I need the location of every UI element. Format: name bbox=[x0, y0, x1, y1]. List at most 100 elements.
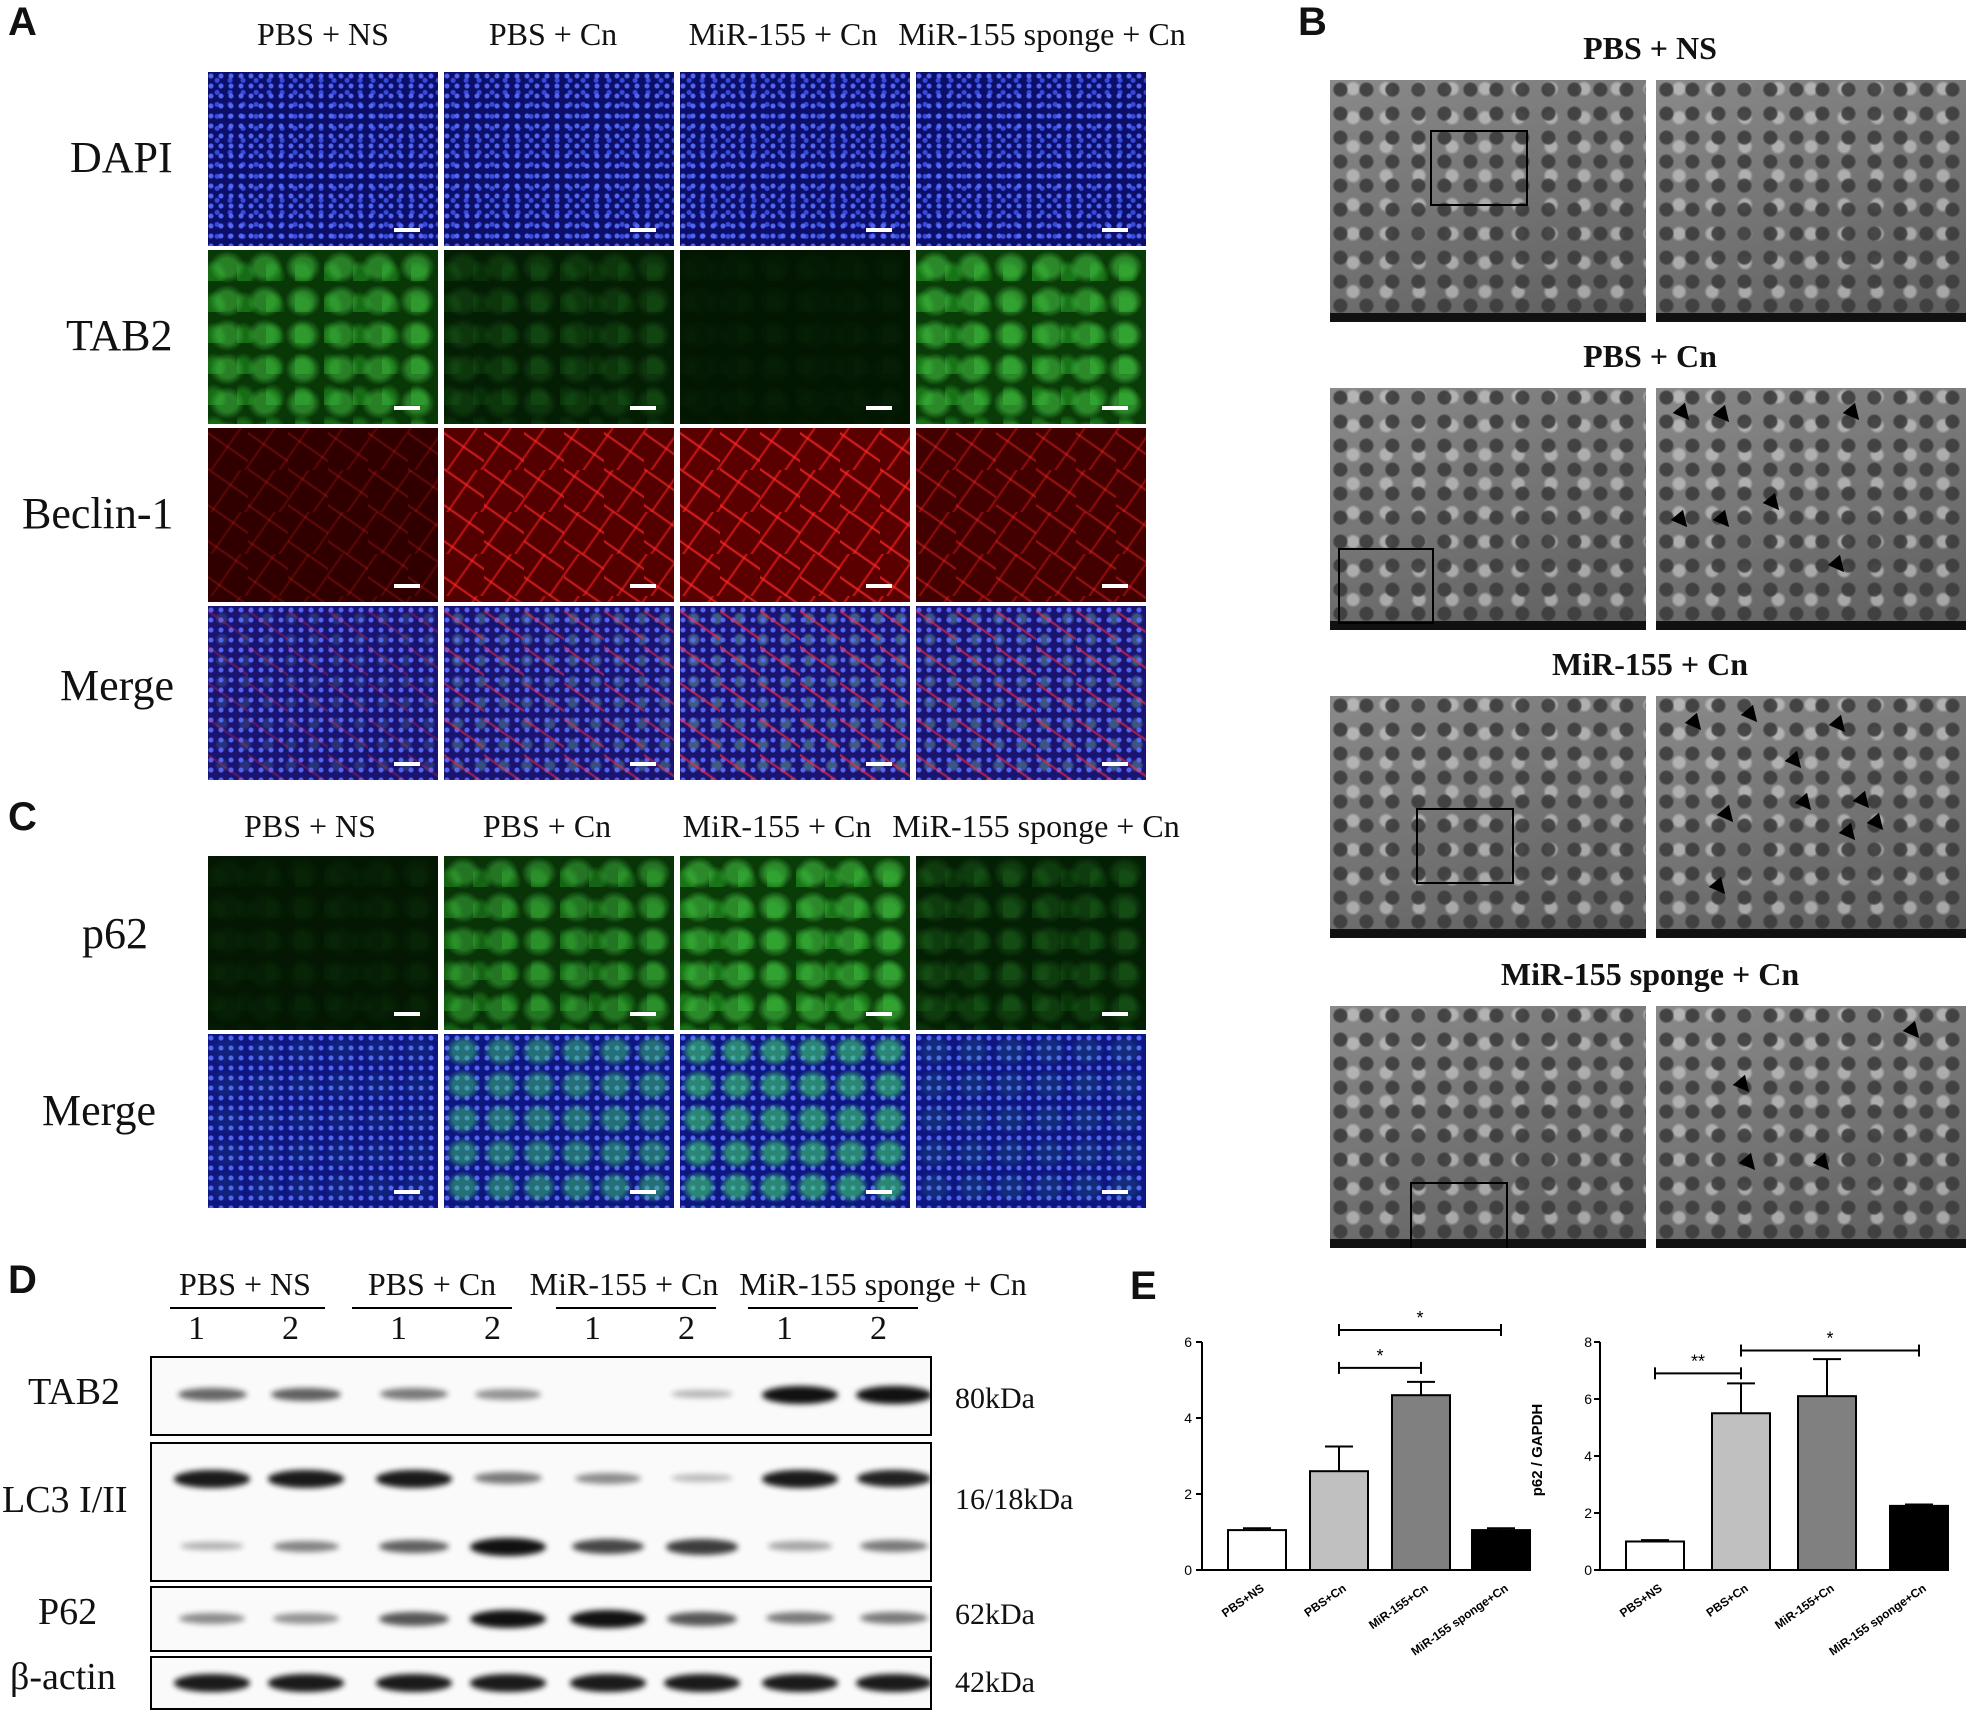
blot-band bbox=[665, 1539, 739, 1555]
autophagosome-arrow-icon bbox=[1866, 812, 1890, 836]
blot-band bbox=[574, 1472, 642, 1484]
lane-number: 1 bbox=[584, 1310, 601, 1347]
chart-2-x-tick-label: PBS+Cn bbox=[1704, 1581, 1751, 1620]
autophagosome-arrow-icon bbox=[1842, 402, 1866, 426]
chart-1-y-tick-label: 6 bbox=[1184, 1334, 1192, 1350]
blot-band bbox=[470, 1674, 546, 1692]
wb-size-lc3: 16/18kDa bbox=[955, 1483, 1074, 1516]
chart-2-x-tick-label: PBS+NS bbox=[1617, 1581, 1665, 1620]
scale-bar bbox=[1102, 762, 1128, 766]
scale-bar bbox=[630, 1012, 656, 1016]
panel-a-tile-r2-c4 bbox=[916, 250, 1146, 424]
tem-inset-box bbox=[1416, 808, 1514, 884]
wb-size-p62: 62kDa bbox=[955, 1598, 1035, 1631]
chart-2-y-label: p62 / GAPDH bbox=[1529, 1404, 1546, 1497]
blot-band bbox=[178, 1612, 246, 1624]
chart-1-sig-label-1: * bbox=[1376, 1346, 1383, 1366]
panel-label-a: A bbox=[8, 0, 37, 44]
panel-a-tile-r4-c3 bbox=[680, 606, 910, 780]
autophagosome-arrow-icon bbox=[1852, 790, 1876, 814]
panel-c-col-header-1: PBS + NS bbox=[244, 808, 376, 844]
chart-1-bar-2 bbox=[1309, 1470, 1369, 1571]
chart-1-x-tick-label: PBS+NS bbox=[1219, 1581, 1267, 1620]
autophagosome-arrow-icon bbox=[1712, 509, 1736, 533]
panel-c-tile-r1-c4 bbox=[916, 856, 1146, 1030]
panel-a-tile-r3-c2 bbox=[444, 428, 674, 602]
blot-band bbox=[767, 1541, 833, 1551]
scale-bar bbox=[630, 1190, 656, 1194]
panel-b-tem-image-r3-c2 bbox=[1656, 696, 1966, 938]
chart-2-y-tick-label: 4 bbox=[1584, 1448, 1592, 1464]
scale-bar bbox=[394, 1012, 420, 1016]
autophagosome-arrow-icon bbox=[1902, 1020, 1926, 1044]
blot-band bbox=[376, 1674, 452, 1692]
tem-scale-strip bbox=[1656, 929, 1966, 938]
panel-a-col-header-4: MiR-155 sponge + Cn bbox=[898, 16, 1186, 52]
blot-band bbox=[273, 1613, 339, 1624]
chart-2-y-tick-label: 2 bbox=[1584, 1505, 1592, 1521]
panel-a-col-header-3: MiR-155 + Cn bbox=[688, 16, 878, 52]
autophagosome-arrow-icon bbox=[1828, 714, 1852, 738]
panel-a-row-dapi: DAPI bbox=[70, 133, 173, 182]
panel-b-tem-image-r4-c2 bbox=[1656, 1006, 1966, 1248]
blot-band bbox=[376, 1470, 452, 1488]
scale-bar bbox=[630, 406, 656, 410]
chart-1-sig-label-2: * bbox=[1416, 1308, 1423, 1328]
scale-bar bbox=[394, 406, 420, 410]
blot-band bbox=[670, 1389, 734, 1399]
scale-bar bbox=[394, 584, 420, 588]
autophagosome-arrow-icon bbox=[1684, 712, 1708, 736]
tem-inset-box bbox=[1338, 548, 1434, 624]
panel-a-tile-r4-c4 bbox=[916, 606, 1146, 780]
autophagosome-arrow-icon bbox=[1732, 1074, 1756, 1098]
blot-band bbox=[860, 1540, 928, 1553]
blot-band bbox=[378, 1611, 450, 1626]
panel-a-tile-r2-c3 bbox=[680, 250, 910, 424]
tem-scale-strip bbox=[1330, 929, 1646, 938]
panel-a-tile-r1-c1 bbox=[208, 72, 438, 246]
tem-scale-strip bbox=[1330, 621, 1646, 630]
panel-c-tile-r2-c3 bbox=[680, 1034, 910, 1208]
panel-a-tile-r1-c4 bbox=[916, 72, 1146, 246]
panel-a-col-header-1: PBS + NS bbox=[257, 16, 389, 52]
panel-a-tile-r1-c2 bbox=[444, 72, 674, 246]
wb-label-p62: P62 bbox=[38, 1591, 98, 1633]
lane-number: 1 bbox=[188, 1310, 205, 1347]
panel-b-title-1: PBS + NS bbox=[1583, 30, 1717, 66]
chart-2-sig-label-2: * bbox=[1826, 1329, 1833, 1349]
chart-2-bar-1 bbox=[1625, 1540, 1685, 1571]
autophagosome-arrow-icon bbox=[1738, 1152, 1762, 1176]
panel-a-tile-r4-c1 bbox=[208, 606, 438, 780]
blot-band bbox=[174, 1470, 250, 1488]
chart-1-y-tick-label: 0 bbox=[1184, 1562, 1192, 1578]
panel-b-tem-image-r4-c1 bbox=[1330, 1006, 1646, 1248]
chart-1-bar-1 bbox=[1227, 1529, 1287, 1572]
scale-bar bbox=[1102, 584, 1128, 588]
autophagosome-arrow-icon bbox=[1708, 876, 1732, 900]
panel-b-tem-image-r2-c1 bbox=[1330, 388, 1646, 630]
blot-band bbox=[380, 1388, 448, 1401]
blot-band bbox=[177, 1388, 247, 1401]
panel-d-group-1: PBS + NS bbox=[179, 1266, 311, 1302]
panel-b-title-2: PBS + Cn bbox=[1583, 338, 1717, 374]
scale-bar bbox=[394, 228, 420, 232]
blot-band bbox=[174, 1674, 250, 1692]
western-blot-strip-4 bbox=[150, 1656, 932, 1710]
autophagosome-arrow-icon bbox=[1712, 404, 1736, 428]
panel-label-d: D bbox=[8, 1258, 37, 1302]
chart-2-bar-4 bbox=[1889, 1504, 1949, 1571]
chart-1-bar-4 bbox=[1471, 1529, 1531, 1572]
autophagosome-arrow-icon bbox=[1838, 822, 1862, 846]
chart-2-x-tick-label: MiR-155 sponge+Cn bbox=[1826, 1581, 1928, 1658]
chart-2-y-tick-label: 8 bbox=[1584, 1334, 1592, 1350]
chart-1-y-tick-label: 4 bbox=[1184, 1410, 1192, 1426]
panel-c-tile-r2-c1 bbox=[208, 1034, 438, 1208]
lane-number: 2 bbox=[678, 1310, 695, 1347]
panel-d-group-2: PBS + Cn bbox=[367, 1266, 497, 1302]
panel-c-tile-r1-c1 bbox=[208, 856, 438, 1030]
panel-d-group-underline-1 bbox=[170, 1307, 325, 1309]
blot-band bbox=[762, 1674, 838, 1692]
chart-2-y-tick-label: 0 bbox=[1584, 1562, 1592, 1578]
panel-c-col-header-4: MiR-155 sponge + Cn bbox=[892, 808, 1180, 844]
